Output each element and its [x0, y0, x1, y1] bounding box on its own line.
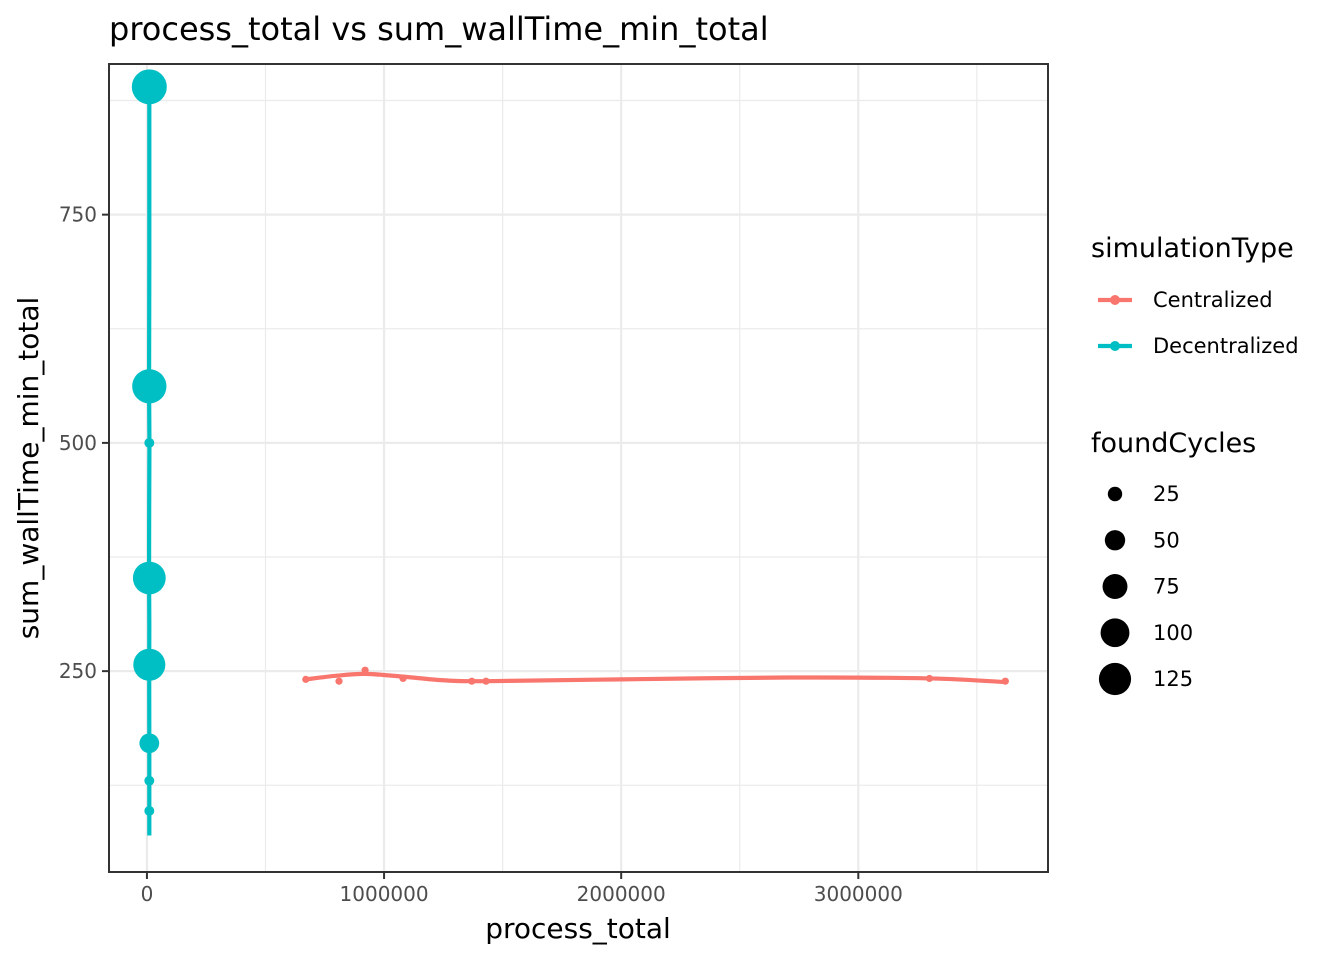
plot-panel-border [108, 63, 1049, 873]
size-legend-label: 100 [1153, 621, 1193, 645]
color-legend-title: simulationType [1091, 233, 1294, 264]
data-points [131, 69, 1009, 816]
size-legend-label: 75 [1153, 575, 1180, 599]
y-tick-label: 250 [59, 659, 97, 683]
color-legend-items: Centralized Decentralized [1098, 288, 1299, 358]
data-point-decentralized [132, 369, 167, 404]
data-point-decentralized [131, 69, 167, 105]
size-legend-key [1107, 486, 1123, 502]
x-axis-title: process_total [485, 912, 671, 945]
chart-title: process_total vs sum_wallTime_min_total [109, 10, 769, 48]
y-axis-ticks: 250 500 750 [59, 203, 109, 683]
size-legend-key [1102, 574, 1128, 599]
color-legend-label: Decentralized [1153, 334, 1299, 358]
smooth-line-centralized [305, 671, 1006, 685]
data-point-centralized [399, 674, 407, 683]
minor-gridlines [109, 64, 1048, 872]
data-point-centralized [302, 675, 310, 683]
major-gridlines [109, 64, 1048, 872]
size-legend-key [1098, 662, 1132, 696]
x-axis-ticks: 0 1000000 2000000 3000000 [141, 872, 903, 906]
data-point-centralized [925, 674, 934, 683]
data-point-decentralized [139, 733, 160, 754]
data-point-decentralized [133, 648, 166, 681]
smooth-lines [146, 86, 1006, 836]
y-tick-label: 500 [59, 431, 97, 455]
legend-key-point [1110, 295, 1120, 305]
color-legend-label: Centralized [1153, 288, 1273, 312]
data-point-centralized [361, 666, 369, 674]
data-point-centralized [335, 677, 343, 685]
size-legend-title: foundCycles [1091, 428, 1256, 459]
size-legend-label: 50 [1153, 528, 1180, 552]
legend-key-point [1110, 341, 1120, 351]
data-point-decentralized [132, 561, 166, 595]
y-tick-label: 750 [59, 203, 97, 227]
size-legend-key [1104, 530, 1126, 551]
x-tick-label: 3000000 [814, 882, 903, 906]
size-legend-label: 25 [1153, 482, 1180, 506]
data-point-centralized [468, 677, 476, 685]
x-tick-label: 2000000 [577, 882, 666, 906]
data-point-centralized [482, 677, 490, 685]
x-tick-label: 0 [141, 882, 154, 906]
size-legend-items: 25 50 75 100 125 [1098, 482, 1193, 696]
data-point-centralized [1001, 677, 1009, 685]
data-point-decentralized [144, 437, 155, 448]
x-tick-label: 1000000 [340, 882, 429, 906]
size-legend-key [1100, 618, 1130, 648]
size-legend-label: 125 [1153, 667, 1193, 691]
legend: simulationType CentralizedDecentralized … [1091, 233, 1299, 696]
data-point-decentralized [144, 805, 155, 816]
y-axis-title: sum_wallTime_min_total [12, 297, 45, 640]
data-point-decentralized [144, 775, 155, 786]
